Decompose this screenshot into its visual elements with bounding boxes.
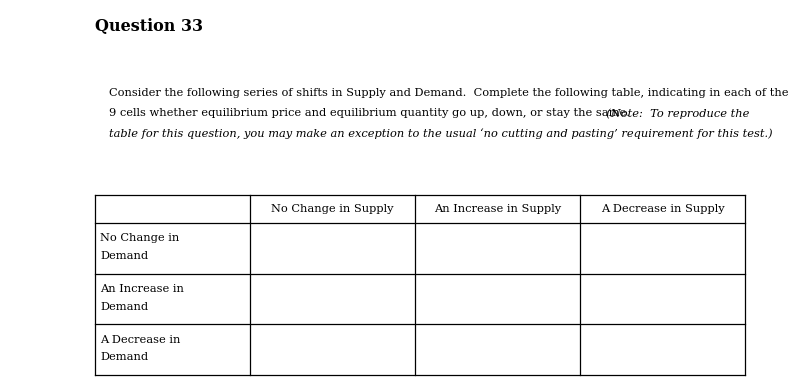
Text: A Decrease in Supply: A Decrease in Supply bbox=[601, 204, 724, 214]
Text: Demand: Demand bbox=[100, 251, 148, 261]
Text: Question 33: Question 33 bbox=[95, 18, 203, 35]
Text: Demand: Demand bbox=[100, 352, 148, 362]
Text: An Increase in Supply: An Increase in Supply bbox=[434, 204, 561, 214]
Text: No Change in: No Change in bbox=[100, 233, 179, 243]
Text: An Increase in: An Increase in bbox=[100, 284, 184, 294]
Text: table for this question, you may make an exception to the usual ‘no cutting and : table for this question, you may make an… bbox=[109, 128, 773, 139]
Text: No Change in Supply: No Change in Supply bbox=[271, 204, 394, 214]
Text: 9 cells whether equilibrium price and equilibrium quantity go up, down, or stay : 9 cells whether equilibrium price and eq… bbox=[109, 108, 630, 118]
Text: Consider the following series of shifts in Supply and Demand.  Complete the foll: Consider the following series of shifts … bbox=[109, 88, 788, 98]
Text: (Note:  To reproduce the: (Note: To reproduce the bbox=[599, 108, 749, 118]
Text: Demand: Demand bbox=[100, 302, 148, 312]
Text: A Decrease in: A Decrease in bbox=[100, 335, 180, 345]
